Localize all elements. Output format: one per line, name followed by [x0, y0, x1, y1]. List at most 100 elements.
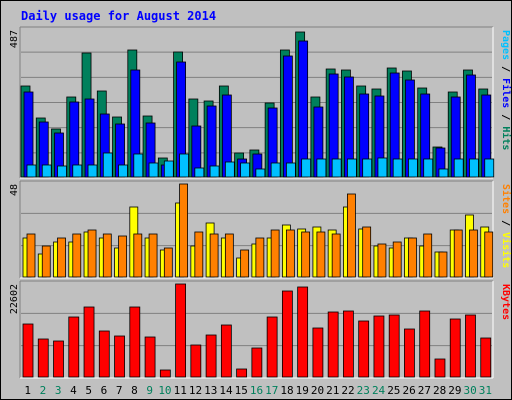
bar-sites-day-4: [72, 233, 82, 278]
day-label-9: 9: [146, 384, 153, 397]
bar-kbytes-day-25: [388, 314, 400, 378]
bar-sites-day-2: [41, 245, 51, 278]
bar-files-day-19: [298, 40, 309, 178]
bar-kbytes-day-31: [480, 337, 492, 378]
scale-max-label: 487: [9, 30, 20, 48]
bar-pages-day-18: [285, 162, 296, 178]
day-label-26: 26: [402, 384, 415, 397]
bar-sites-day-26: [408, 237, 417, 278]
legend-part: Sites: [500, 184, 512, 214]
bar-kbytes-day-9: [144, 336, 156, 378]
bar-kbytes-day-4: [68, 316, 80, 378]
day-label-19: 19: [296, 384, 309, 397]
day-label-27: 27: [418, 384, 431, 397]
bar-kbytes-day-18: [281, 290, 293, 378]
panel-visits-sites: 48 Sites / Visits: [9, 180, 512, 279]
bar-pages-day-28: [438, 168, 449, 178]
legend-part: /: [500, 214, 511, 232]
day-label-22: 22: [341, 384, 354, 397]
bar-sites-day-8: [133, 233, 143, 278]
day-label-15: 15: [235, 384, 248, 397]
bar-pages-day-6: [102, 152, 113, 178]
day-label-13: 13: [204, 384, 217, 397]
day-label-5: 5: [85, 384, 92, 397]
day-label-4: 4: [70, 384, 77, 397]
bar-pages-day-20: [316, 158, 327, 178]
bar-sites-day-17: [270, 229, 280, 278]
panel-legend-label: KBytes: [500, 284, 511, 320]
panel-legend-label: Pages / Files / Hits: [500, 30, 512, 150]
chart-title: Daily usage for August 2014: [21, 9, 216, 23]
bar-kbytes-day-1: [22, 323, 34, 378]
day-label-3: 3: [55, 384, 62, 397]
day-label-24: 24: [372, 384, 386, 397]
day-label-17: 17: [265, 384, 278, 397]
legend-part: Pages: [500, 30, 511, 60]
day-label-7: 7: [116, 384, 123, 397]
bar-pages-day-9: [148, 162, 159, 178]
bar-sites-day-16: [255, 237, 265, 278]
chart-panels: 487 Pages / Files / Hits 48 Sites / Visits 2…: [9, 26, 512, 379]
panel-kbytes: 22602 KBytes: [9, 280, 511, 379]
bar-kbytes-day-26: [404, 328, 415, 378]
day-label-6: 6: [101, 384, 108, 397]
bar-kbytes-day-15: [236, 368, 248, 378]
bar-pages-day-30: [469, 158, 479, 178]
bar-sites-day-1: [26, 233, 36, 278]
day-label-21: 21: [326, 384, 339, 397]
day-label-18: 18: [280, 384, 293, 397]
day-label-25: 25: [387, 384, 400, 397]
legend-part: /: [500, 60, 511, 78]
bar-pages-day-19: [301, 158, 312, 178]
bar-sites-day-20: [316, 231, 326, 278]
day-axis-labels: 1 2 3 4 5 6 7 8 9 10 11 12 13 14 15 16 17 18 19 20 21 22 23 24 2…: [24, 384, 492, 397]
bar-pages-day-14: [224, 161, 235, 178]
scale-max-label: 48: [9, 184, 20, 196]
bar-kbytes-day-6: [98, 330, 110, 378]
legend-part: KBytes: [500, 284, 511, 320]
bar-sites-day-27: [423, 233, 433, 278]
bar-pages-day-2: [41, 164, 52, 178]
bar-sites-day-22: [347, 193, 356, 278]
day-label-23: 23: [357, 384, 370, 397]
bar-pages-day-22: [347, 158, 357, 178]
bar-sites-day-14: [224, 233, 234, 278]
bar-kbytes-day-20: [312, 327, 324, 378]
bar-sites-day-28: [438, 251, 448, 278]
bar-pages-day-15: [240, 162, 251, 178]
legend-part: /: [500, 108, 511, 126]
day-label-8: 8: [131, 384, 138, 397]
bar-sites-day-19: [301, 231, 311, 278]
day-label-14: 14: [219, 384, 233, 397]
bar-pages-day-25: [392, 158, 403, 178]
bar-pages-day-7: [118, 164, 128, 178]
bar-kbytes-day-28: [434, 358, 446, 378]
day-label-31: 31: [479, 384, 492, 397]
bar-pages-day-24: [377, 157, 388, 178]
bar-sites-day-5: [87, 229, 97, 278]
bar-pages-day-27: [423, 158, 434, 178]
day-label-20: 20: [311, 384, 324, 397]
bar-kbytes-day-16: [251, 347, 263, 378]
bar-kbytes-day-2: [37, 338, 49, 378]
bar-sites-day-30: [469, 229, 478, 278]
bar-kbytes-day-13: [205, 334, 217, 378]
bar-pages-day-1: [26, 164, 37, 178]
bar-kbytes-day-30: [465, 314, 476, 378]
bar-kbytes-day-12: [190, 344, 202, 378]
bar-pages-day-8: [133, 153, 144, 178]
bar-sites-day-21: [331, 233, 341, 278]
bar-kbytes-day-23: [358, 320, 370, 378]
bar-kbytes-day-11: [175, 283, 186, 378]
day-label-30: 30: [463, 384, 476, 397]
legend-part: Files: [500, 78, 512, 108]
bar-sites-day-9: [148, 233, 158, 278]
bar-pages-day-3: [57, 165, 67, 178]
bar-kbytes-day-19: [297, 286, 309, 378]
day-label-10: 10: [158, 384, 171, 397]
bar-sites-day-3: [57, 237, 66, 278]
bar-sites-day-6: [102, 233, 112, 278]
bar-sites-day-10: [163, 247, 173, 278]
bar-pages-day-4: [72, 164, 83, 178]
